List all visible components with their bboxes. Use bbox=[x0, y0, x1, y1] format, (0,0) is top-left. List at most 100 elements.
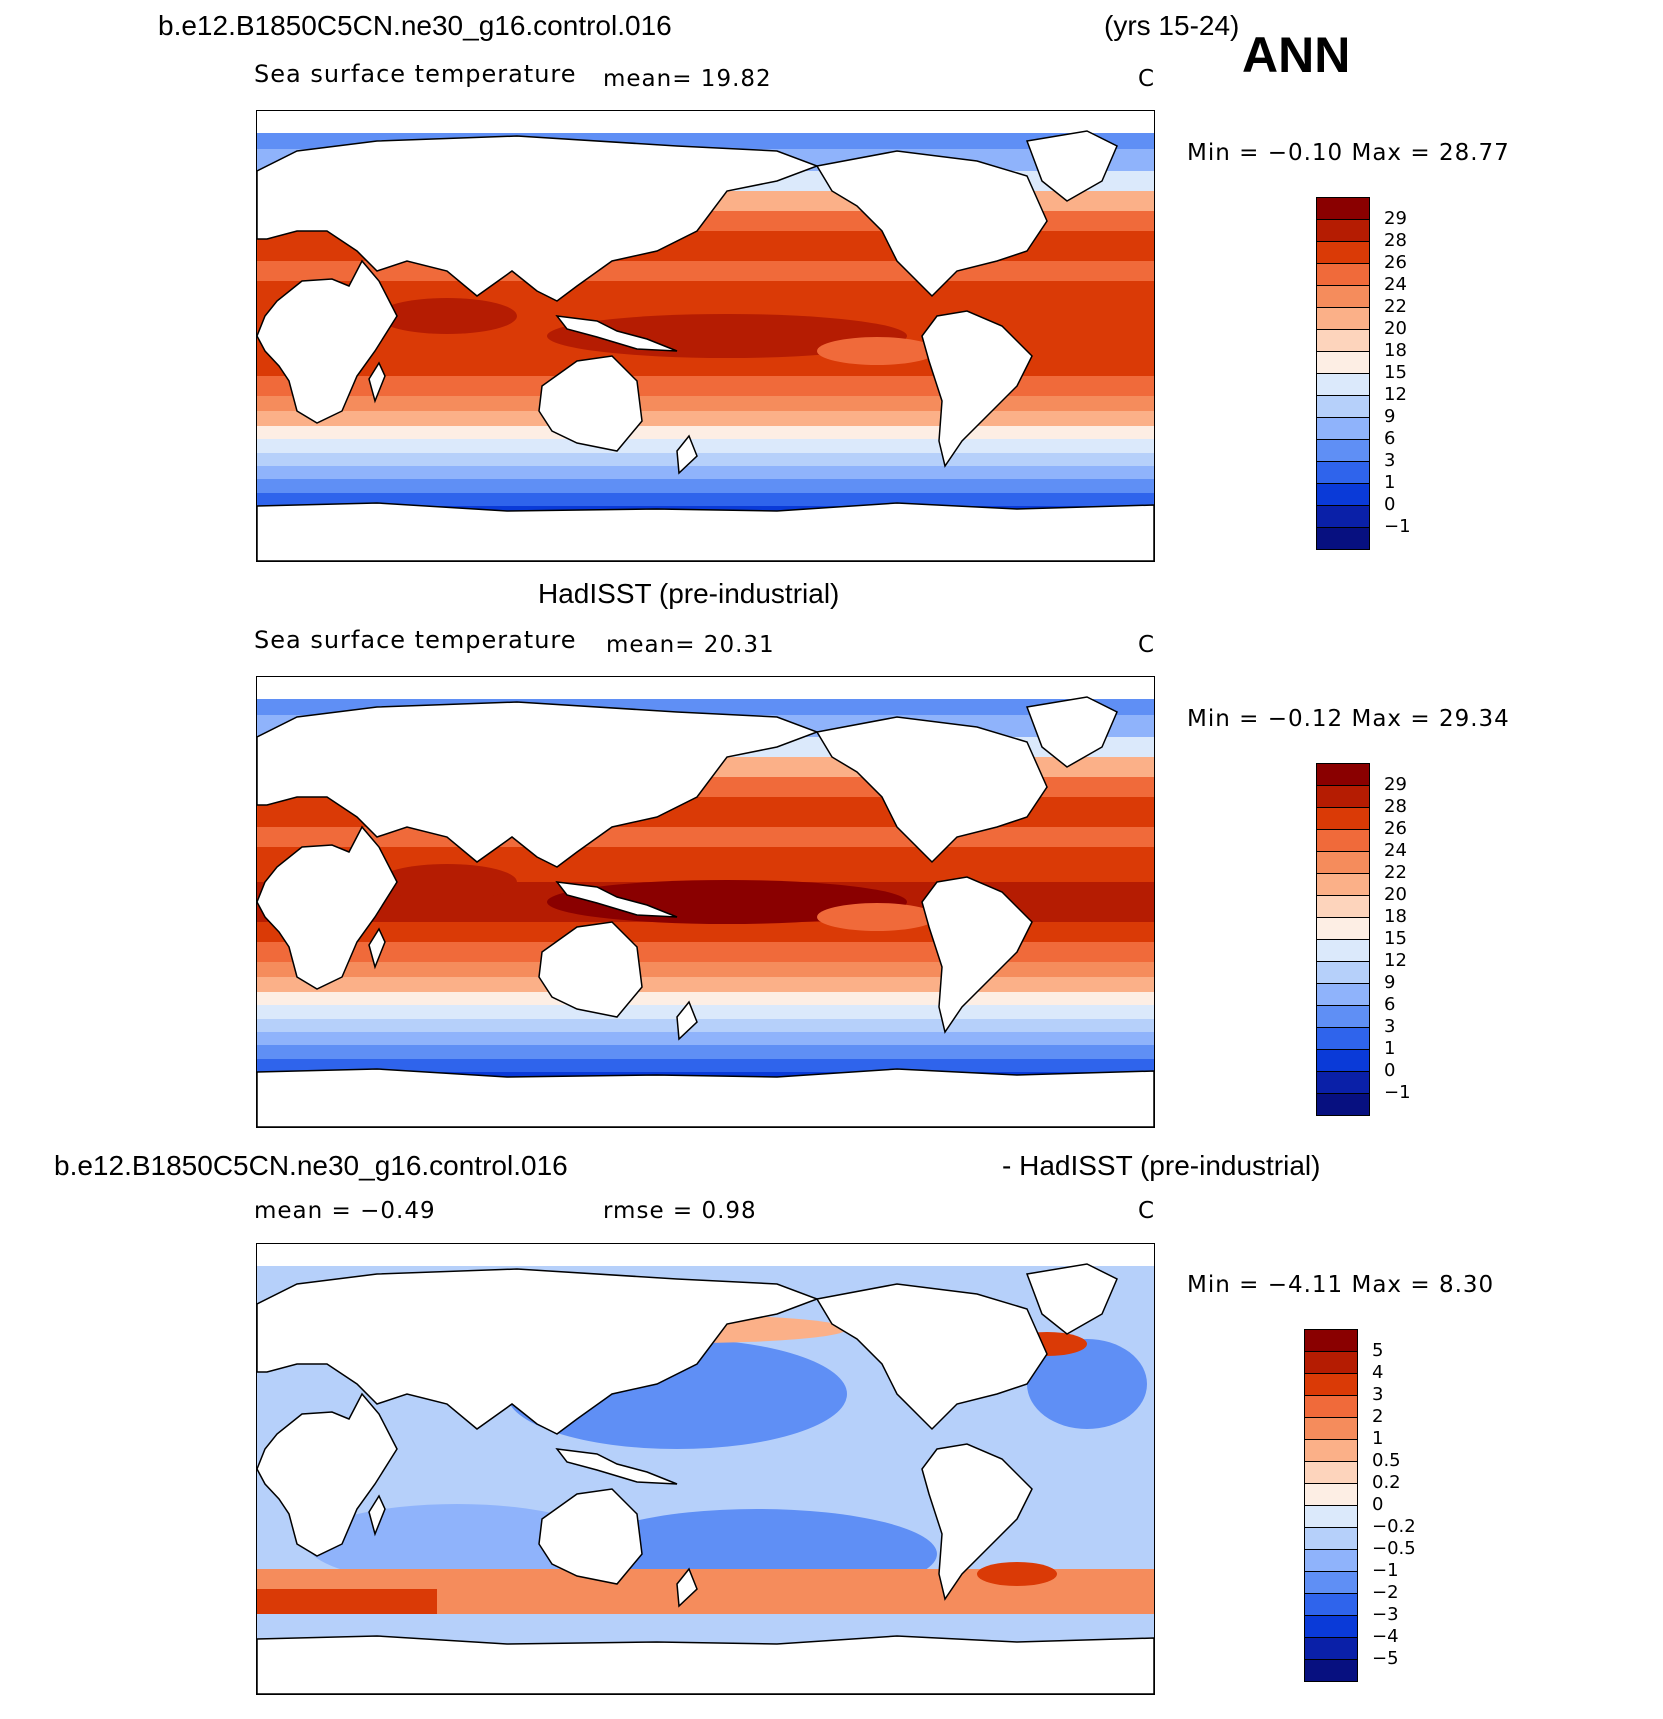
continent-madagascar bbox=[368, 361, 386, 404]
colorbar-label: 3 bbox=[1372, 1384, 1384, 1405]
colorbar-swatch bbox=[1316, 197, 1370, 220]
colorbar-swatch bbox=[1316, 961, 1370, 984]
colorbar-swatch bbox=[1316, 1071, 1370, 1094]
colorbar-swatch bbox=[1316, 1027, 1370, 1050]
panel2-units: C bbox=[1138, 632, 1156, 658]
continent-eurasia bbox=[257, 1268, 820, 1435]
colorbar-swatch bbox=[1316, 373, 1370, 396]
colorbar-label: −3 bbox=[1372, 1604, 1399, 1625]
colorbar-swatch bbox=[1316, 395, 1370, 418]
continent-northamerica bbox=[815, 1283, 1048, 1431]
continent-antarctica bbox=[257, 1635, 1154, 1694]
continent-madagascar bbox=[368, 1494, 386, 1537]
colorbar-swatch bbox=[1304, 1615, 1358, 1638]
colorbar-label: 3 bbox=[1384, 1016, 1396, 1037]
colorbar-label: 22 bbox=[1384, 296, 1407, 317]
colorbar-label: −0.5 bbox=[1372, 1538, 1416, 1559]
colorbar-label: −1 bbox=[1384, 516, 1411, 537]
continent-outlines bbox=[257, 1263, 1154, 1694]
colorbar-label: −0.2 bbox=[1372, 1516, 1416, 1537]
colorbar-label: 24 bbox=[1384, 274, 1407, 295]
continent-northamerica bbox=[815, 716, 1048, 864]
colorbar-label: 20 bbox=[1384, 884, 1407, 905]
colorbar-swatch bbox=[1316, 263, 1370, 286]
colorbar-label: 0 bbox=[1384, 494, 1396, 515]
colorbar-swatch bbox=[1316, 241, 1370, 264]
colorbar-label: 0.5 bbox=[1372, 1450, 1401, 1471]
colorbar-label: −1 bbox=[1384, 1082, 1411, 1103]
colorbar-swatch bbox=[1304, 1483, 1358, 1506]
colorbar-label: 15 bbox=[1384, 928, 1407, 949]
continent-indonesia bbox=[555, 1448, 678, 1485]
panel3-units: C bbox=[1138, 1198, 1156, 1224]
colorbar-label: 12 bbox=[1384, 950, 1407, 971]
colorbar-swatch bbox=[1316, 917, 1370, 940]
continent-antarctica bbox=[257, 502, 1154, 561]
colorbar-swatch bbox=[1304, 1351, 1358, 1374]
colorbar-label: 4 bbox=[1372, 1362, 1384, 1383]
colorbar-label: −1 bbox=[1372, 1560, 1399, 1581]
colorbar-swatch bbox=[1304, 1417, 1358, 1440]
season-label: ANN bbox=[1242, 27, 1351, 83]
colorbar-swatch bbox=[1304, 1373, 1358, 1396]
continent-greenland bbox=[1025, 130, 1118, 202]
continent-southamerica bbox=[921, 1443, 1033, 1601]
panel1-units: C bbox=[1138, 66, 1156, 92]
colorbar-swatch bbox=[1316, 939, 1370, 962]
colorbar-label: 12 bbox=[1384, 384, 1407, 405]
colorbar-label: 2 bbox=[1372, 1406, 1384, 1427]
colorbar-swatch bbox=[1316, 527, 1370, 550]
colorbar-label: 24 bbox=[1384, 840, 1407, 861]
colorbar-swatch bbox=[1304, 1571, 1358, 1594]
colorbar-label: 28 bbox=[1384, 230, 1407, 251]
colorbar-swatch bbox=[1316, 763, 1370, 786]
colorbar-label: 1 bbox=[1384, 1038, 1396, 1059]
continent-australia bbox=[538, 355, 643, 452]
continent-africa bbox=[257, 1392, 398, 1557]
panel1-minmax: Min = −0.10 Max = 28.77 bbox=[1187, 140, 1510, 166]
colorbar-swatch bbox=[1316, 483, 1370, 506]
colorbar-label: 29 bbox=[1384, 208, 1407, 229]
colorbar-swatch bbox=[1304, 1593, 1358, 1616]
colorbar-swatch bbox=[1304, 1527, 1358, 1550]
colorbar-swatch bbox=[1316, 461, 1370, 484]
colorbar-label: 0.2 bbox=[1372, 1472, 1401, 1493]
colorbar-label: 5 bbox=[1372, 1340, 1384, 1361]
panel3-map bbox=[256, 1243, 1155, 1695]
colorbar-swatch bbox=[1316, 873, 1370, 896]
continent-eurasia bbox=[257, 135, 820, 302]
continent-indonesia bbox=[555, 881, 678, 918]
continent-antarctica bbox=[257, 1068, 1154, 1127]
continent-nz bbox=[676, 434, 698, 475]
years-label: (yrs 15-24) bbox=[1104, 10, 1240, 41]
colorbar-label: 26 bbox=[1384, 818, 1407, 839]
case-title: b.e12.B1850C5CN.ne30_g16.control.016 bbox=[158, 10, 672, 41]
colorbar-label: −5 bbox=[1372, 1648, 1399, 1669]
colorbar-swatch bbox=[1316, 807, 1370, 830]
colorbar-label: 22 bbox=[1384, 862, 1407, 883]
colorbar-swatch bbox=[1316, 351, 1370, 374]
continent-australia bbox=[538, 1488, 643, 1585]
colorbar-swatch bbox=[1316, 829, 1370, 852]
panel3-rmse: rmse = 0.98 bbox=[603, 1198, 757, 1224]
colorbar-swatch bbox=[1316, 1005, 1370, 1028]
continent-africa bbox=[257, 259, 398, 424]
continent-madagascar bbox=[368, 927, 386, 970]
colorbar-swatch bbox=[1304, 1505, 1358, 1528]
colorbar-label: 1 bbox=[1372, 1428, 1384, 1449]
panel1-map bbox=[256, 110, 1155, 562]
colorbar-swatch bbox=[1316, 439, 1370, 462]
panel3-map-svg bbox=[257, 1244, 1154, 1694]
panel1-map-svg bbox=[257, 111, 1154, 561]
colorbar-label: 26 bbox=[1384, 252, 1407, 273]
panel2-minmax: Min = −0.12 Max = 29.34 bbox=[1187, 706, 1510, 732]
arctic-mask bbox=[257, 111, 1154, 133]
arctic-mask bbox=[257, 1244, 1154, 1266]
colorbar-swatch bbox=[1304, 1637, 1358, 1660]
colorbar-swatch bbox=[1316, 1093, 1370, 1116]
colorbar-swatch bbox=[1304, 1439, 1358, 1462]
panel1-mean: mean= 19.82 bbox=[603, 66, 772, 92]
colorbar-label: 29 bbox=[1384, 774, 1407, 795]
continent-africa bbox=[257, 825, 398, 990]
continent-outlines bbox=[257, 696, 1154, 1127]
